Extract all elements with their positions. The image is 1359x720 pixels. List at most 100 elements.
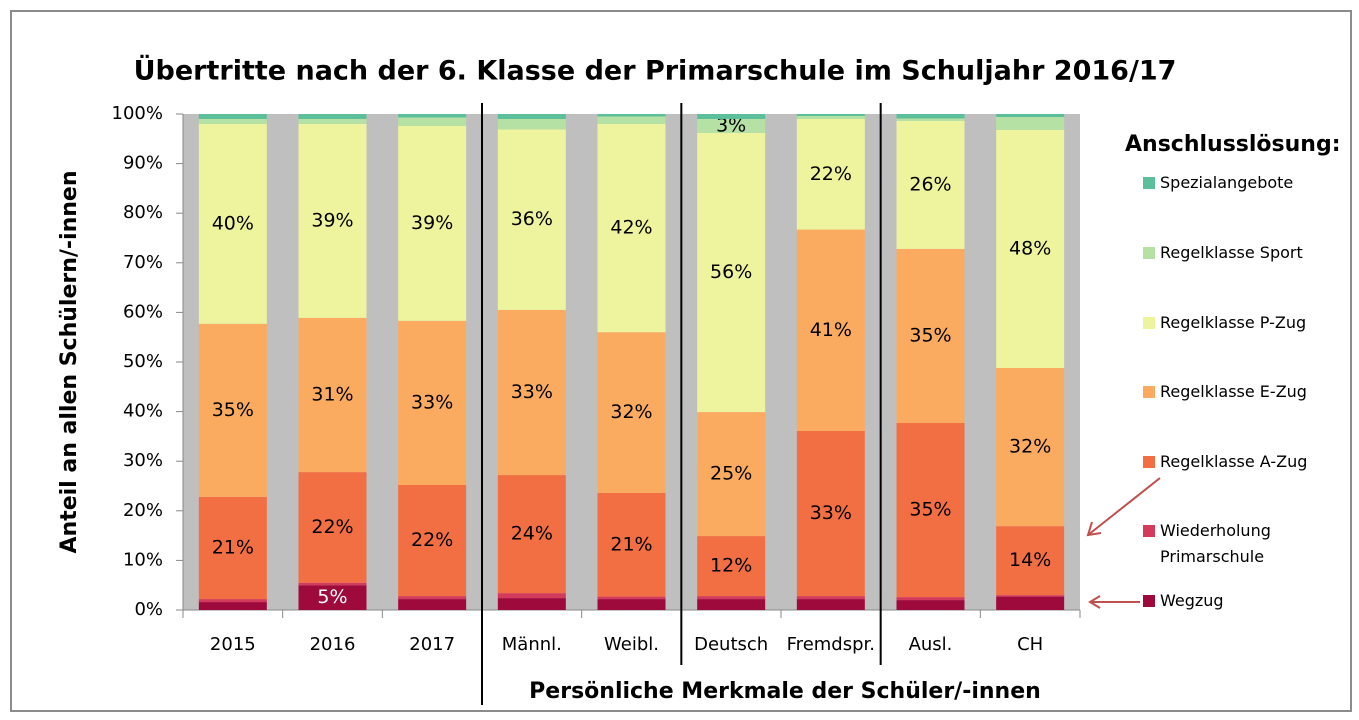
bar-segment [796,118,865,230]
x-tick-label: 2015 [210,634,256,655]
data-label: 25% [710,463,752,485]
x-tick-label: 2017 [409,634,455,655]
bar-segment [896,118,965,121]
bar-segment [896,597,965,601]
bar-segment [398,114,467,118]
bar-segment [996,367,1065,527]
data-label: 35% [212,399,254,421]
bar-segment [298,472,367,583]
bar-segment [497,114,566,119]
legend-label: Regelklasse Sport [1160,243,1303,262]
bar-segment [497,598,566,610]
y-tick-label: 20% [123,500,163,521]
bar-segment [697,114,766,119]
bar-segment [896,114,965,119]
bar-segment [398,596,467,600]
data-label: 22% [411,529,453,551]
legend-label: Regelklasse A-Zug [1160,452,1308,471]
data-label: 21% [212,537,254,559]
bar-segment [497,475,566,594]
bar-segment [996,114,1065,117]
legend-title: Anschlusslösung: [1125,132,1341,157]
bar-segment [996,526,1065,596]
bar-segment [896,248,965,424]
bar-segment [398,485,467,597]
bar-segment [198,496,267,600]
bar-segment [398,125,467,321]
y-tick-label: 60% [123,301,163,322]
legend-label: Regelklasse P-Zug [1160,313,1307,332]
arrows [1086,477,1161,609]
x-tick-label: CH [1017,634,1043,655]
x-tick-label: Fremdspr. [787,634,875,655]
bar-segment [298,585,367,610]
y-tick-label: 0% [134,599,163,620]
data-label: 22% [810,163,852,185]
y-tick-label: 80% [123,202,163,223]
data-label: 39% [411,212,453,234]
data-label: 35% [909,324,951,346]
bar-segment [298,582,367,586]
data-label: 32% [610,401,652,423]
x-tick-label: Männl. [502,634,562,655]
bar-segment [198,123,267,324]
bar-segment [796,430,865,597]
bar-segment [697,412,766,537]
data-label: 3% [716,114,746,136]
data-label: 56% [710,261,752,283]
data-label: 5% [317,586,347,608]
bar-segment [996,596,1065,610]
data-label: 31% [311,383,353,405]
data-label: 26% [909,173,951,195]
data-label: 33% [411,391,453,413]
legend-label: Spezialangebote [1160,173,1294,192]
data-label: 42% [610,217,652,239]
data-label: 12% [710,555,752,577]
legend-label: Wiederholung Primarschule [1160,521,1271,566]
bar-segment [597,596,666,600]
data-label: 35% [909,499,951,521]
x-tick-label: 2016 [310,634,356,655]
bar-segment [697,132,766,413]
data-label: 21% [610,533,652,555]
data-label: 41% [810,319,852,341]
bar-segment [298,317,367,473]
bar-segment [597,492,666,597]
bar-segment [198,323,267,497]
y-tick-label: 40% [123,401,163,422]
legend-swatch [1143,386,1155,398]
legend-swatch [1143,177,1155,189]
data-label: 14% [1009,549,1051,571]
bar-segment [597,123,666,333]
bar-segment [597,116,666,124]
bar-segment [697,118,766,133]
bar-segment [497,118,566,130]
data-label: 39% [311,209,353,231]
bar-segment [796,229,865,431]
data-label: 36% [511,208,553,230]
legend-label: Wegzug [1160,591,1224,610]
bar-segment [198,114,267,119]
data-label: 32% [1009,436,1051,458]
bar-segment [996,595,1065,597]
bar-segment [497,593,566,599]
bar-segment [996,116,1065,130]
data-label: 33% [810,502,852,524]
bar-segment [597,599,666,610]
bar-segment [697,536,766,597]
data-label: 33% [511,381,553,403]
bar-segment [198,602,267,610]
bar-segment [697,599,766,610]
data-label: 48% [1009,237,1051,259]
y-tick-label: 90% [123,153,163,174]
x-tick-label: Ausl. [909,634,953,655]
legend-swatch [1143,247,1155,259]
bar-segment [996,129,1065,368]
bar-segment [198,118,267,124]
bar-segment [497,129,566,310]
bar-segment [298,123,367,318]
legend-swatch [1143,317,1155,329]
y-axis-title: Anteil an allen Schülern/-innen [57,170,82,553]
bar-segment [796,114,865,116]
